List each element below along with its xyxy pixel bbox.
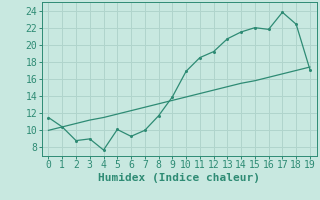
X-axis label: Humidex (Indice chaleur): Humidex (Indice chaleur) bbox=[98, 173, 260, 183]
